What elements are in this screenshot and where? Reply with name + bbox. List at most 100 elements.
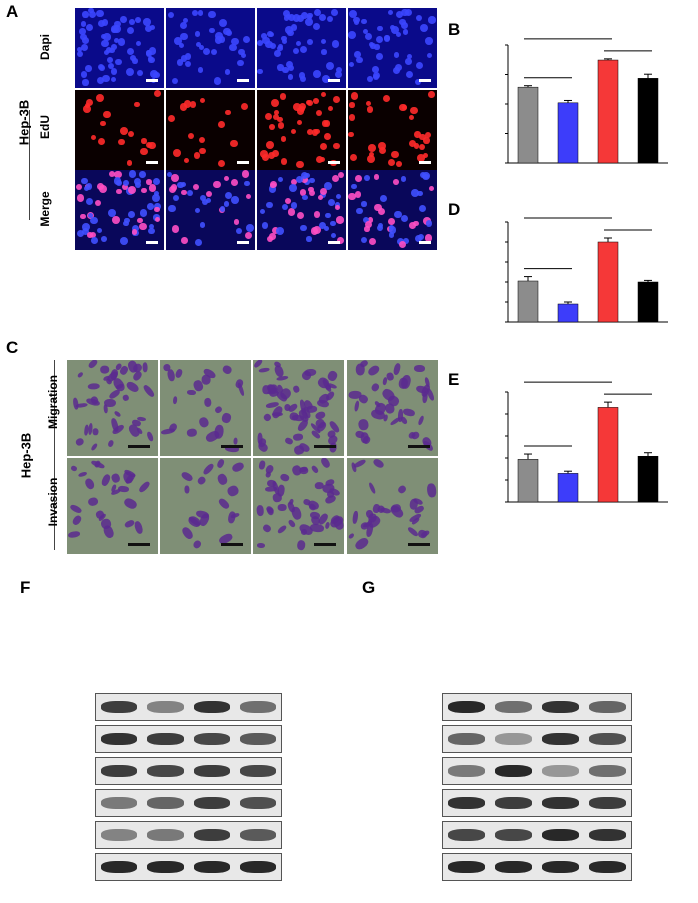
cell-nucleus: [400, 176, 407, 183]
cell-nucleus: [153, 71, 160, 79]
cell-nucleus: [281, 39, 287, 45]
cell-nucleus: [374, 203, 382, 212]
cell-nucleus: [327, 15, 334, 23]
cell-nucleus: [231, 179, 239, 187]
cell-nucleus: [311, 129, 319, 136]
panel-f-letter: F: [20, 578, 31, 597]
microscopy-tile: [348, 170, 437, 250]
cell-nucleus: [422, 152, 428, 159]
blot-band: [542, 797, 579, 809]
cell-nucleus: [81, 37, 89, 44]
cell-nucleus: [237, 59, 244, 67]
stained-cell: [287, 519, 297, 529]
cell-nucleus: [299, 189, 307, 196]
stained-cell: [203, 397, 212, 407]
cell-nucleus: [265, 40, 273, 48]
cell-nucleus: [364, 221, 372, 228]
cell-nucleus: [135, 17, 141, 24]
bar: [597, 59, 619, 164]
stained-cell: [124, 379, 141, 395]
scale-bar: [328, 79, 340, 82]
cell-nucleus: [373, 74, 379, 81]
cell-nucleus: [88, 10, 97, 19]
cell-nucleus: [320, 38, 326, 44]
cell-nucleus: [183, 17, 189, 23]
cell-nucleus: [416, 154, 425, 162]
cell-nucleus: [205, 191, 212, 198]
stained-cell: [214, 405, 224, 415]
cell-nucleus: [306, 39, 313, 45]
blot-band: [147, 797, 184, 809]
cell-nucleus: [331, 9, 338, 17]
cell-nucleus: [297, 211, 305, 219]
scale-bar: [314, 445, 336, 448]
stained-cell: [180, 525, 195, 542]
scale-bar: [328, 161, 340, 164]
blot-band: [147, 733, 184, 745]
cell-nucleus: [145, 50, 153, 57]
stained-cell: [184, 485, 190, 494]
cell-nucleus: [287, 208, 296, 216]
cell-nucleus: [135, 182, 142, 189]
blot-band: [101, 861, 138, 873]
stained-cell: [106, 439, 115, 449]
cell-nucleus: [356, 57, 363, 64]
cell-nucleus: [388, 232, 395, 238]
scale-bar: [314, 543, 336, 546]
stained-cell: [67, 531, 81, 539]
cell-nucleus: [315, 155, 323, 163]
cell-nucleus: [310, 227, 319, 235]
cell-nucleus: [126, 160, 132, 166]
cell-nucleus: [223, 27, 231, 36]
cell-nucleus: [377, 222, 384, 229]
cell-nucleus: [264, 112, 273, 121]
cell-nucleus: [105, 46, 112, 54]
scale-bar: [237, 161, 249, 164]
cell-nucleus: [124, 217, 130, 224]
stained-cell: [100, 473, 112, 487]
cell-nucleus: [80, 33, 87, 41]
cell-nucleus: [378, 146, 387, 155]
bar: [637, 455, 659, 503]
cell-nucleus: [304, 172, 310, 179]
microscopy-tile: [166, 8, 255, 88]
cell-nucleus: [148, 56, 155, 64]
cell-nucleus: [382, 94, 391, 103]
transwell-tile: [67, 360, 158, 456]
cell-nucleus: [90, 216, 98, 224]
blot-band: [589, 765, 626, 777]
cell-nucleus: [410, 188, 419, 197]
stained-cell: [382, 413, 389, 422]
cell-nucleus: [319, 222, 327, 230]
blot-band: [239, 701, 276, 713]
cell-nucleus: [217, 159, 226, 168]
cell-nucleus: [81, 71, 88, 78]
cell-nucleus: [107, 208, 116, 217]
cell-nucleus: [147, 203, 154, 211]
microscopy-tile: [348, 8, 437, 88]
cell-nucleus: [87, 232, 93, 238]
stained-cell: [110, 473, 122, 484]
cell-nucleus: [132, 58, 138, 64]
cell-nucleus: [387, 158, 396, 166]
stained-cell: [416, 414, 425, 426]
cell-nucleus: [281, 35, 288, 42]
cell-nucleus: [149, 47, 157, 55]
scale-bar: [419, 161, 431, 164]
cell-nucleus: [267, 151, 275, 159]
cell-nucleus: [413, 143, 420, 150]
cell-nucleus: [308, 186, 314, 193]
cell-nucleus: [327, 106, 334, 112]
transwell-tile: [160, 360, 251, 456]
cell-nucleus: [409, 140, 417, 148]
cell-nucleus: [405, 57, 412, 65]
cell-nucleus: [428, 185, 434, 191]
blot-strip: [95, 853, 282, 881]
blot-strip: [442, 789, 632, 817]
blot-band: [495, 765, 532, 777]
blot-band: [239, 765, 276, 777]
stained-cell: [369, 382, 381, 394]
stained-cell: [174, 368, 184, 379]
microscopy-tile: [75, 90, 164, 170]
cell-nucleus: [148, 141, 156, 150]
